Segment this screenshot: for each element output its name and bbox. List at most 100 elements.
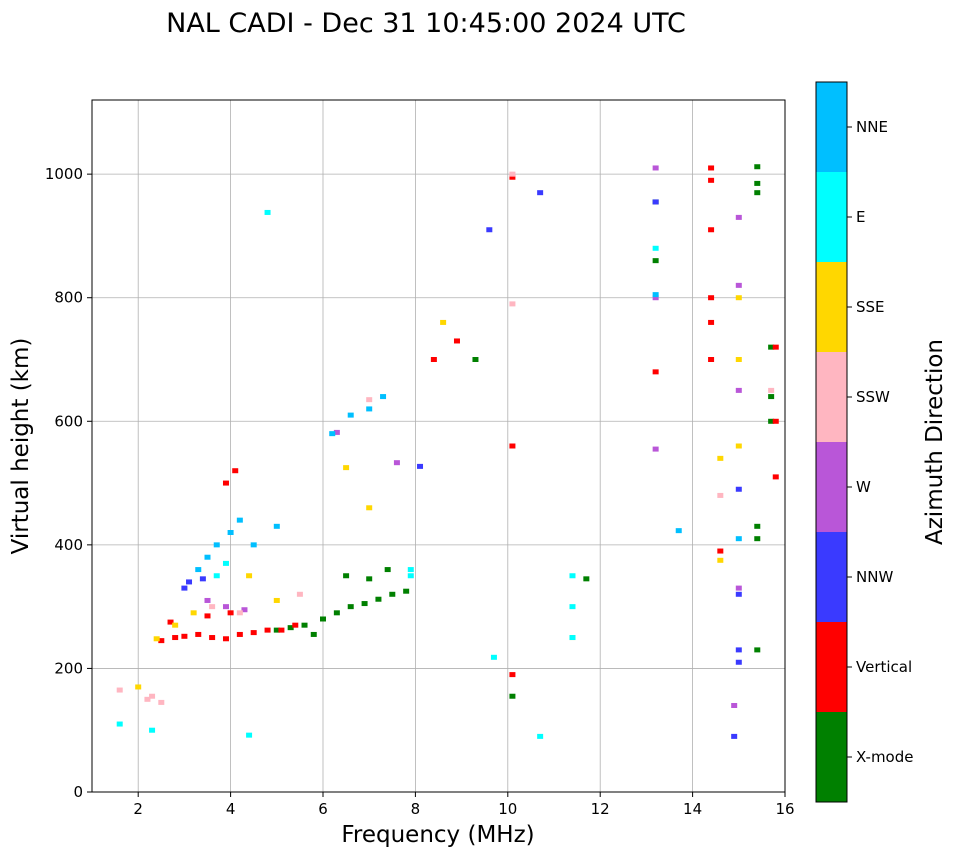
colorbar-segment [816, 172, 847, 262]
data-point [509, 672, 516, 678]
y-tick-label: 400 [54, 536, 83, 554]
data-point [213, 573, 220, 579]
data-point [273, 523, 280, 529]
data-point [236, 517, 243, 523]
data-point [403, 588, 410, 594]
colorbar-label: NNW [856, 568, 893, 586]
series-nne [195, 292, 742, 573]
data-point [204, 613, 211, 619]
data-point [717, 492, 724, 498]
data-point [222, 480, 229, 486]
data-point [708, 295, 715, 301]
data-point [569, 573, 576, 579]
data-point [292, 622, 299, 628]
series-nnw [181, 190, 742, 739]
x-tick-label: 4 [226, 800, 236, 818]
series-w [204, 165, 742, 708]
data-point [347, 604, 354, 610]
data-point [222, 604, 229, 610]
data-point [236, 610, 243, 616]
data-point [186, 579, 193, 585]
data-point [250, 542, 257, 548]
y-axis-label: Virtual height (km) [8, 338, 34, 555]
colorbar-frame [815, 81, 848, 803]
data-point [735, 585, 742, 591]
data-point [246, 732, 253, 738]
data-point [754, 647, 761, 653]
y-tick-label: 1000 [45, 165, 83, 183]
data-point [250, 630, 257, 636]
data-point [172, 622, 179, 628]
data-point [583, 576, 590, 582]
data-point [569, 604, 576, 610]
data-point [222, 636, 229, 642]
colorbar-segment [816, 262, 847, 352]
data-point [366, 505, 373, 511]
data-marks [116, 164, 779, 739]
data-point [430, 357, 437, 362]
data-point [652, 199, 659, 205]
data-point [347, 412, 354, 418]
data-point [389, 591, 396, 597]
data-point [320, 616, 326, 622]
data-point [768, 418, 775, 424]
series-vertical [158, 165, 779, 678]
x-tick-label: 16 [775, 800, 794, 818]
data-point [407, 573, 414, 579]
grid-lines [92, 100, 786, 793]
data-point [537, 190, 544, 196]
plot-frame [91, 99, 786, 793]
data-point [652, 292, 659, 298]
colorbar-label: SSE [856, 298, 885, 316]
data-point [209, 604, 216, 610]
data-point [509, 443, 516, 449]
data-point [343, 465, 350, 471]
data-point [278, 627, 285, 633]
data-point [366, 406, 373, 412]
x-tick-label: 14 [683, 800, 702, 818]
data-point [717, 557, 724, 563]
data-point [754, 523, 761, 529]
data-point [509, 174, 516, 180]
data-point [181, 585, 188, 591]
data-point [333, 429, 340, 435]
data-point [116, 721, 123, 727]
data-point [675, 528, 682, 534]
data-point [754, 536, 761, 542]
data-point [301, 622, 308, 628]
data-point [380, 394, 387, 400]
data-point [768, 387, 775, 393]
data-point [343, 573, 350, 579]
data-point [333, 610, 340, 616]
data-point [149, 693, 156, 699]
data-point [652, 245, 659, 251]
data-point [453, 338, 460, 344]
y-tick-label: 200 [54, 659, 83, 677]
data-point [735, 486, 742, 492]
data-point [440, 319, 447, 325]
data-point [772, 474, 779, 480]
data-point [472, 357, 479, 362]
colorbar-label: Vertical [856, 658, 912, 676]
data-point [241, 607, 248, 613]
data-point [227, 610, 234, 616]
data-point [735, 357, 742, 362]
data-point [652, 165, 659, 171]
data-point [366, 397, 373, 403]
data-point [768, 344, 775, 350]
data-point [149, 727, 156, 733]
data-point [652, 446, 659, 452]
data-point [195, 631, 202, 637]
data-point [204, 597, 211, 603]
data-point [735, 591, 742, 597]
data-point [569, 635, 576, 641]
y-tick-label: 600 [54, 412, 83, 430]
data-point [172, 635, 179, 641]
data-point [717, 455, 724, 461]
data-point [754, 180, 761, 186]
colorbar: X-mode Vertical NNW W SSW SSE E NNE [815, 81, 913, 803]
data-point [754, 190, 761, 196]
data-point [264, 627, 271, 633]
x-tick-label: 2 [133, 800, 143, 818]
series-sse [135, 295, 742, 690]
